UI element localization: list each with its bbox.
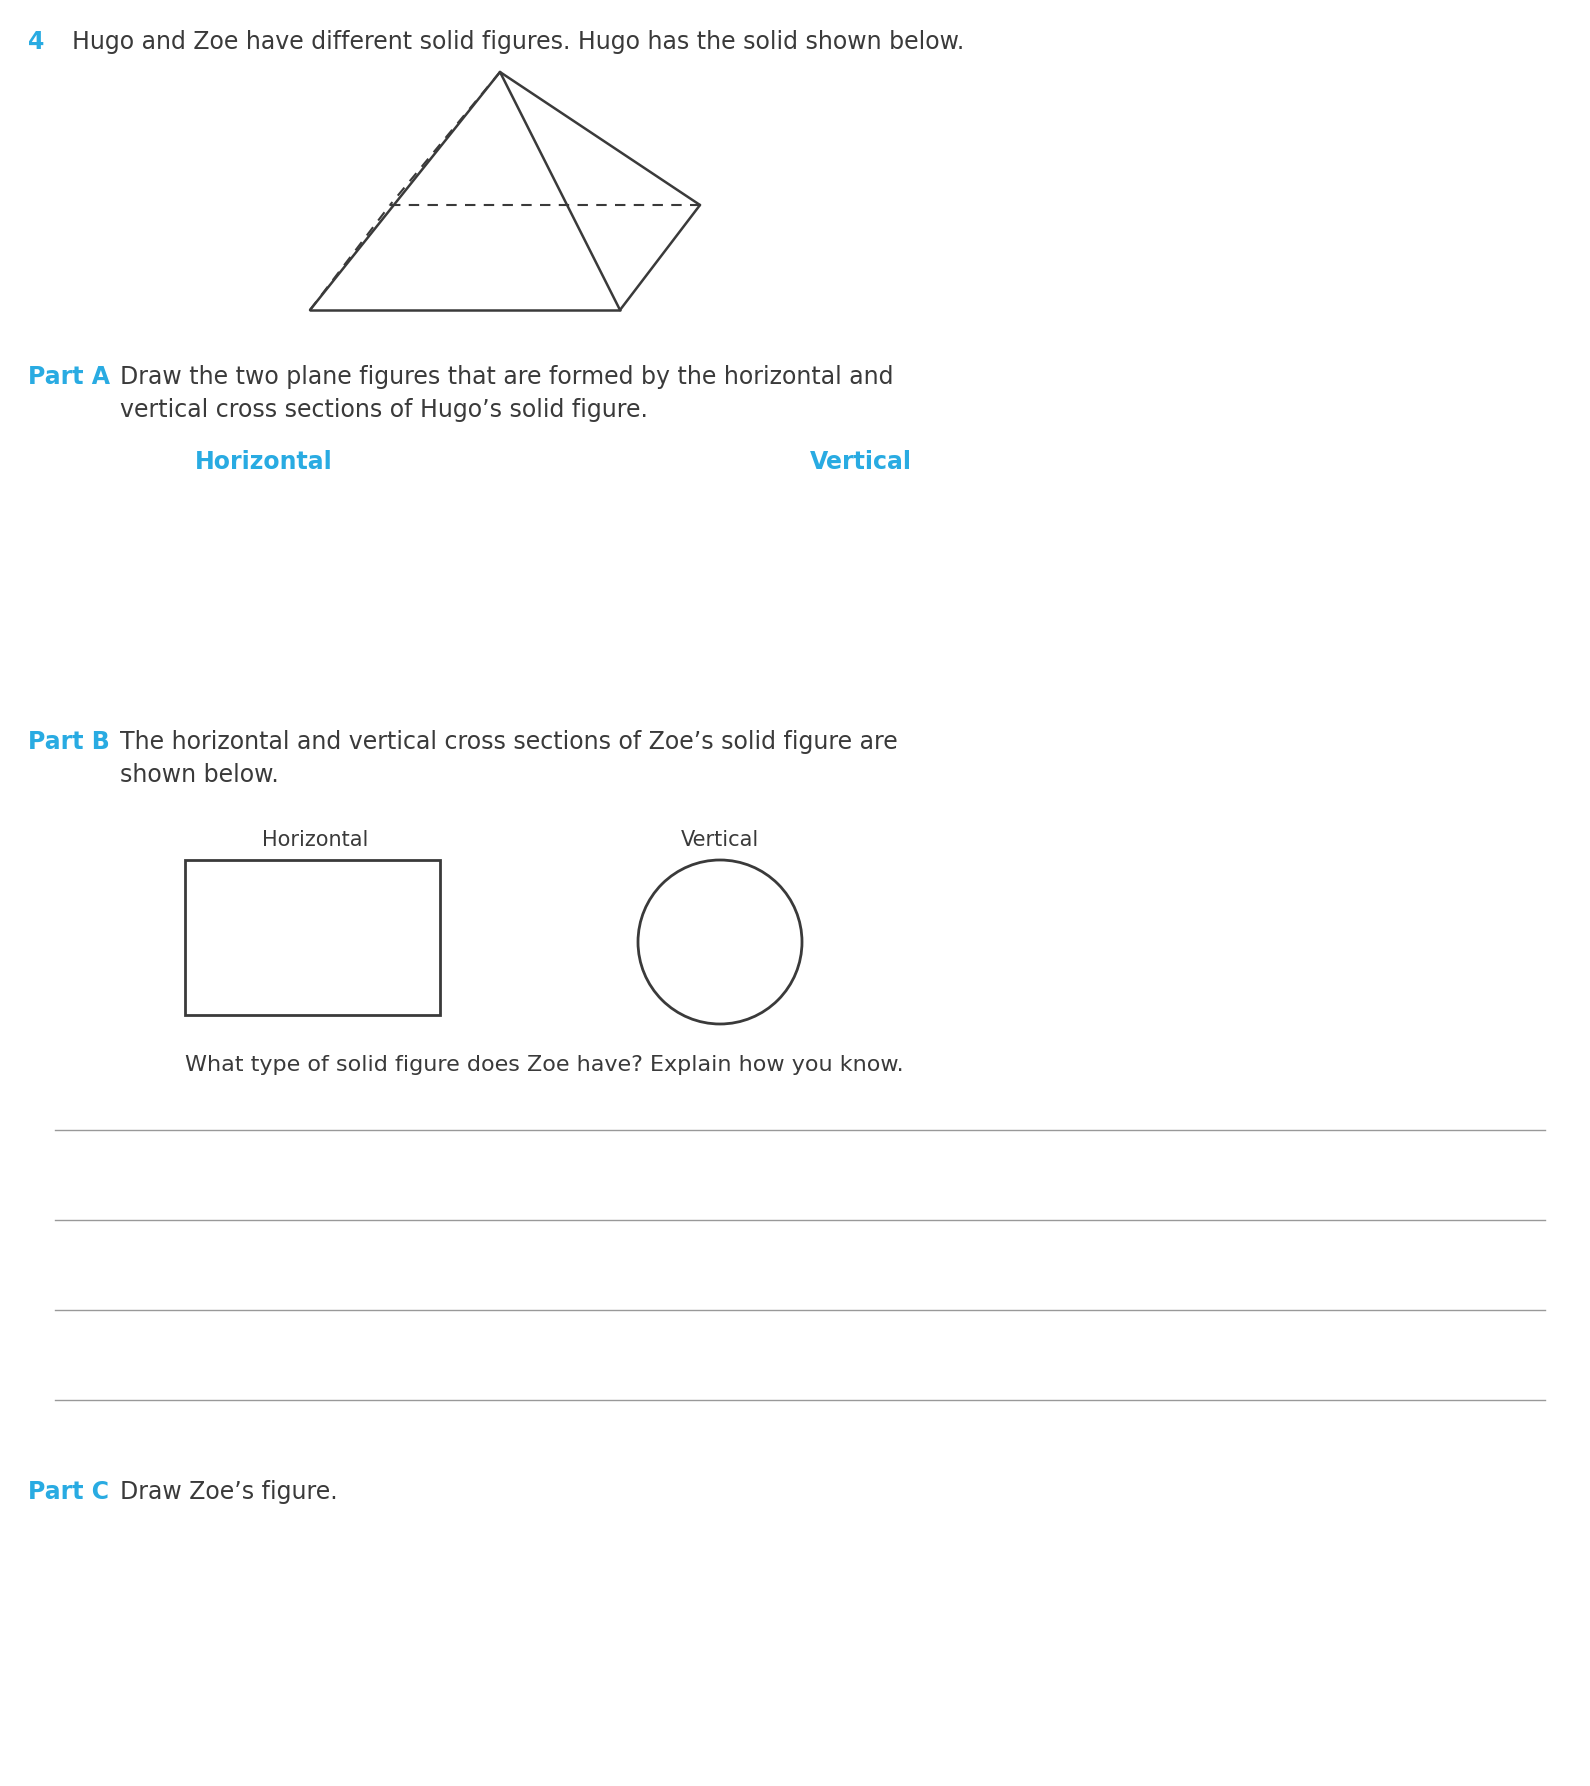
Bar [184, 861, 440, 1014]
Text: Vertical: Vertical [809, 450, 913, 473]
Text: Part C: Part C [29, 1481, 110, 1504]
Text: What type of solid figure does Zoe have? Explain how you know.: What type of solid figure does Zoe have?… [184, 1056, 903, 1075]
Text: Vertical: Vertical [681, 830, 758, 850]
Text: Part A: Part A [29, 364, 110, 389]
Text: 4: 4 [29, 30, 45, 54]
Text: Part B: Part B [29, 730, 110, 754]
Text: Horizontal: Horizontal [196, 450, 332, 473]
Text: Draw Zoe’s figure.: Draw Zoe’s figure. [119, 1481, 337, 1504]
Text: The horizontal and vertical cross sections of Zoe’s solid figure are
shown below: The horizontal and vertical cross sectio… [119, 730, 898, 788]
Text: Draw the two plane figures that are formed by the horizontal and
vertical cross : Draw the two plane figures that are form… [119, 364, 894, 423]
Text: Hugo and Zoe have different solid figures. Hugo has the solid shown below.: Hugo and Zoe have different solid figure… [72, 30, 964, 54]
Text: Horizontal: Horizontal [262, 830, 369, 850]
